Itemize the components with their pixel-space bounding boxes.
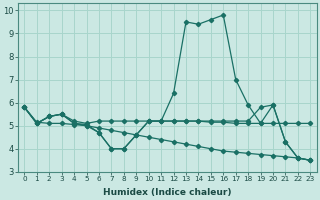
X-axis label: Humidex (Indice chaleur): Humidex (Indice chaleur) — [103, 188, 232, 197]
